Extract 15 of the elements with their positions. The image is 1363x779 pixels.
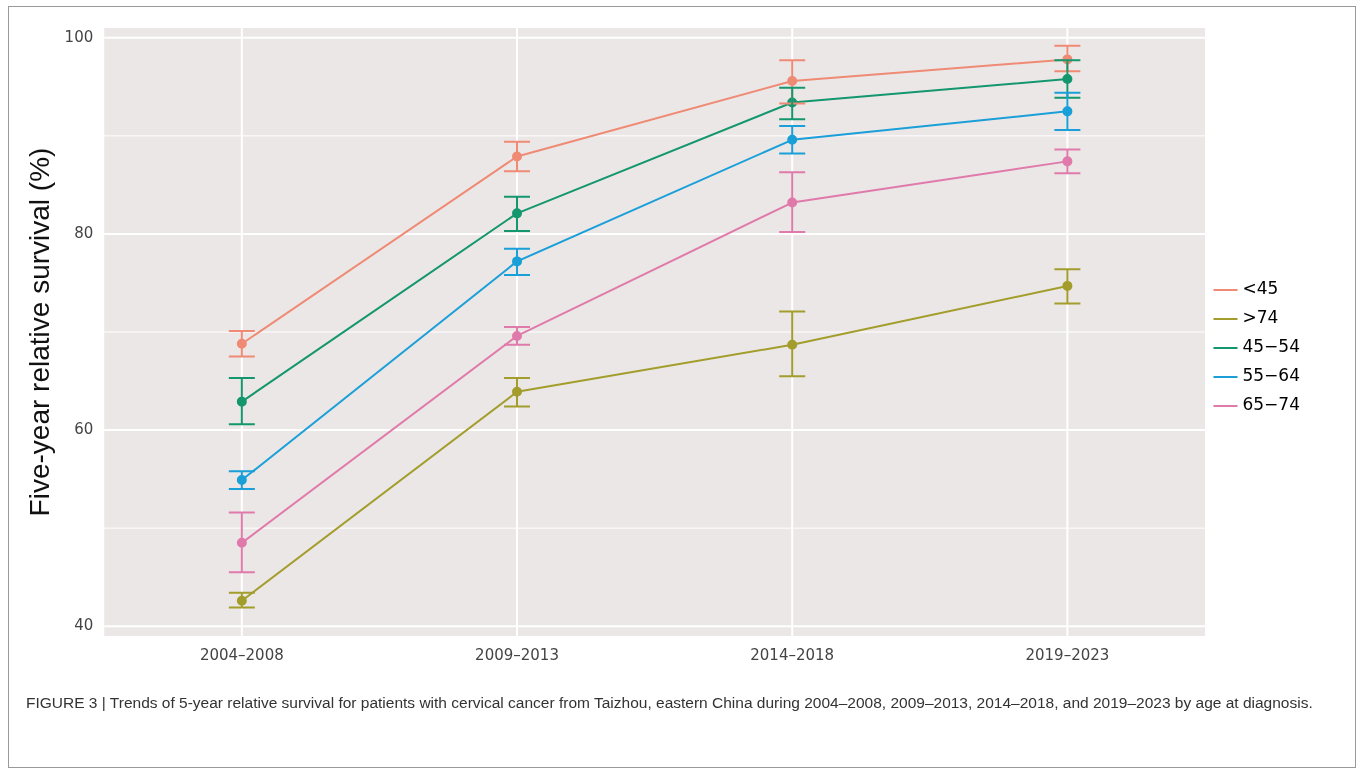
legend-label: 65−74 bbox=[1242, 394, 1301, 415]
legend-label: 55−64 bbox=[1242, 365, 1301, 386]
y-tick-label: 60 bbox=[74, 419, 94, 438]
y-axis-title: Five-year relative survival (%) bbox=[23, 147, 55, 517]
y-tick-label: 40 bbox=[74, 616, 94, 635]
y-tick-label: 100 bbox=[64, 27, 94, 46]
y-tick-label: 80 bbox=[74, 223, 94, 242]
x-tick-label: 2019–2023 bbox=[1025, 645, 1110, 664]
legend-label: <45 bbox=[1242, 278, 1279, 299]
x-tick-label: 2014–2018 bbox=[750, 645, 835, 664]
legend-label: >74 bbox=[1242, 307, 1279, 328]
x-tick-label: 2004–2008 bbox=[199, 645, 284, 664]
legend-label: 45−54 bbox=[1242, 336, 1301, 357]
caption: FIGURE 3 | Trends of 5-year relative survival for patients with cervical cancer from Taizhou, eastern China during 2004–2008, 2009–2013, 2014–2018, and 2019–2023 by age at diagnosis. bbox=[26, 693, 1314, 713]
x-tick-label: 2009–2013 bbox=[475, 645, 559, 664]
